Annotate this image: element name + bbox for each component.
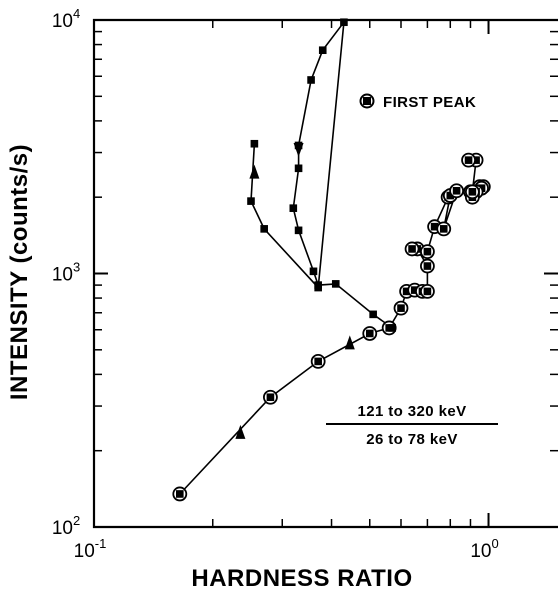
data-point-square	[307, 76, 315, 84]
direction-arrow	[249, 164, 260, 179]
data-point-square	[331, 280, 340, 288]
data-point-circle	[362, 326, 378, 341]
data-point-square	[309, 267, 318, 276]
direction-arrow	[293, 142, 304, 157]
series-markers	[172, 18, 491, 502]
hardness-ratio-annotation: 121 to 320 keV 26 to 78 keV	[326, 403, 498, 448]
data-point-circle	[436, 221, 452, 237]
plot-frame	[92, 18, 558, 529]
data-point-square	[250, 139, 259, 148]
data-point-circle	[393, 300, 409, 316]
y-tick-label: 102	[52, 513, 80, 539]
data-point-square	[388, 324, 397, 332]
tick-labels: 10-1 100 102 103 104	[52, 6, 499, 562]
data-point-square	[369, 310, 377, 319]
y-tick-label: 104	[52, 6, 80, 32]
data-point-square	[294, 164, 303, 173]
data-point-circle	[420, 244, 435, 260]
ratio-denominator: 26 to 78 keV	[366, 431, 458, 448]
ratio-numerator: 121 to 320 keV	[357, 403, 466, 420]
data-point-square	[318, 46, 327, 55]
legend: FIRST PEAK	[359, 93, 476, 111]
x-tick-label: 10-1	[74, 536, 107, 562]
data-point-circle	[404, 241, 420, 257]
data-point-square	[260, 225, 268, 233]
data-point-square	[247, 197, 255, 205]
direction-arrows	[235, 142, 355, 439]
data-point-square	[314, 283, 322, 292]
y-axis-title: INTENSITY (counts/s)	[6, 144, 33, 400]
x-axis-title: HARDNESS RATIO	[191, 565, 412, 592]
data-point-circle	[263, 389, 278, 405]
data-point-circle	[464, 184, 480, 200]
x-tick-label: 100	[470, 536, 498, 562]
data-point-square	[340, 18, 348, 27]
y-tick-label: 103	[52, 260, 80, 286]
direction-arrow	[235, 424, 246, 439]
direction-arrow	[344, 335, 355, 350]
data-point-circle	[172, 486, 188, 502]
legend-marker-first-peak	[359, 93, 375, 109]
data-point-circle	[420, 258, 435, 274]
data-point-circle	[461, 152, 476, 168]
legend-label-first-peak: FIRST PEAK	[383, 94, 476, 111]
data-point-circle	[420, 283, 435, 299]
data-point-circle	[449, 183, 465, 199]
axis-ticks	[93, 19, 558, 528]
data-point-square	[294, 226, 303, 235]
data-point-circle	[310, 354, 326, 369]
plot-frame-line	[92, 18, 558, 529]
series-line-1	[250, 19, 393, 329]
data-point-square	[289, 204, 298, 212]
